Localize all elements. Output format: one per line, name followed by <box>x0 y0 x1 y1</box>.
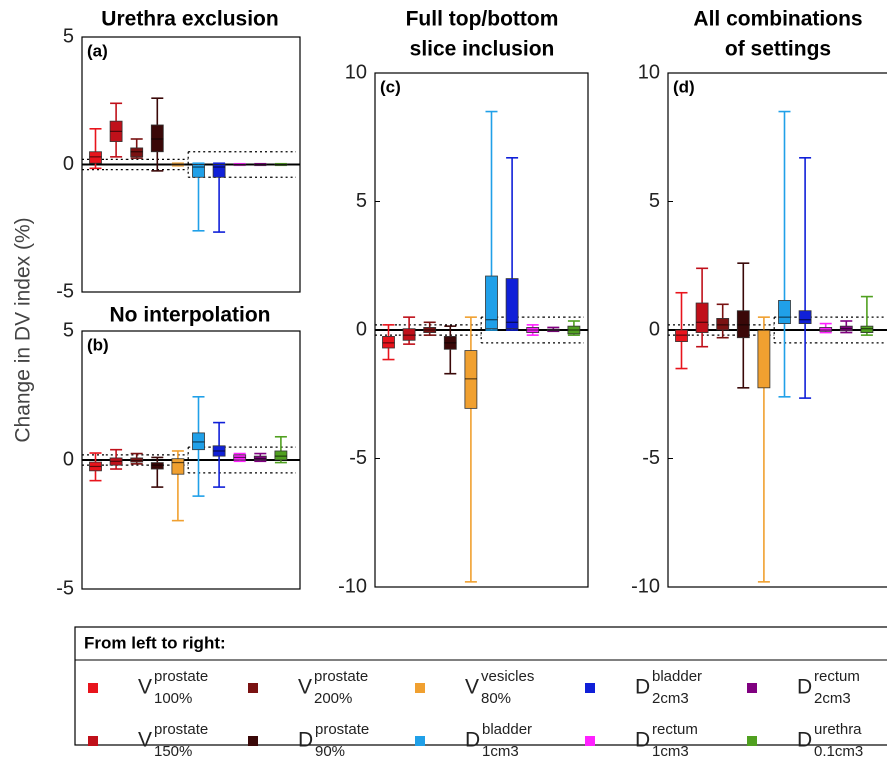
y-tick-label: 5 <box>63 319 74 341</box>
box <box>695 302 709 333</box>
y-tick-label: -5 <box>349 447 367 469</box>
y-tick-label: 0 <box>63 448 74 470</box>
box <box>150 462 164 470</box>
legend-base: D <box>298 729 313 752</box>
box <box>778 300 791 324</box>
y-axis-label: Change in DV index (%) <box>12 217 35 442</box>
y-tick-label: 0 <box>63 153 74 175</box>
y-tick-label: -5 <box>642 447 660 469</box>
panel-label: (a) <box>87 41 108 60</box>
panel-title: Urethra exclusion <box>101 8 278 31</box>
y-tick-label: 5 <box>649 190 660 212</box>
box <box>212 164 226 178</box>
box <box>192 164 205 178</box>
legend-sup: bladder <box>482 721 532 738</box>
legend-swatch <box>747 736 757 746</box>
legend-base: V <box>138 676 152 699</box>
legend-sup: prostate <box>154 668 208 685</box>
legend-sup: prostate <box>314 668 368 685</box>
legend-sup: prostate <box>315 721 369 738</box>
legend-base: V <box>465 676 479 699</box>
legend-sup: urethra <box>814 721 862 738</box>
y-tick-label: -5 <box>56 280 74 302</box>
panel-label: (c) <box>380 77 401 96</box>
panel-title: Full top/bottom <box>406 8 559 31</box>
legend-sub: 1cm3 <box>482 743 519 760</box>
box <box>402 328 416 341</box>
legend-sup: prostate <box>154 721 208 738</box>
legend-sub: 80% <box>481 690 511 707</box>
legend-sub: 2cm3 <box>814 690 851 707</box>
legend-swatch <box>88 683 98 693</box>
box <box>253 455 267 461</box>
panel-label: (b) <box>87 335 109 354</box>
legend-swatch <box>415 736 425 746</box>
legend-swatch <box>747 683 757 693</box>
panel-title: slice inclusion <box>410 38 555 61</box>
legend-sub: 200% <box>314 690 352 707</box>
y-tick-label: 0 <box>356 318 367 340</box>
y-tick-label: -10 <box>631 575 660 597</box>
y-tick-label: 5 <box>356 190 367 212</box>
legend-swatch <box>248 683 258 693</box>
box <box>675 329 688 342</box>
legend-swatch <box>248 736 258 746</box>
legend-swatch <box>415 683 425 693</box>
box <box>716 318 730 331</box>
legend-sup: bladder <box>652 668 702 685</box>
panel-title: All combinations <box>693 8 862 31</box>
box <box>819 327 833 332</box>
box <box>171 458 185 475</box>
box <box>757 329 771 389</box>
legend-sup: vesicles <box>481 668 534 685</box>
legend-base: D <box>635 676 650 699</box>
box <box>505 278 519 330</box>
box <box>860 325 874 333</box>
legend-base: D <box>797 676 812 699</box>
legend-base: V <box>138 729 152 752</box>
box <box>130 147 144 158</box>
box <box>274 450 288 461</box>
legend-sup: rectum <box>814 668 860 685</box>
legend-base: D <box>635 729 650 752</box>
y-tick-label: 10 <box>345 61 367 83</box>
panel-title: No interpolation <box>110 304 271 327</box>
box <box>798 310 812 324</box>
legend-sub: 100% <box>154 690 192 707</box>
y-tick-label: 0 <box>649 318 660 340</box>
legend-box <box>74 626 887 746</box>
legend-swatch <box>585 736 595 746</box>
legend-base: V <box>298 676 312 699</box>
panel-title: of settings <box>725 38 831 61</box>
y-tick-label: 5 <box>63 25 74 47</box>
box <box>192 432 205 451</box>
legend-sub: 90% <box>315 743 345 760</box>
legend-sup: rectum <box>652 721 698 738</box>
legend-sub: 150% <box>154 743 192 760</box>
y-tick-label: -10 <box>338 575 367 597</box>
legend-title: From left to right: <box>84 633 226 652</box>
y-tick-label: -5 <box>56 577 74 599</box>
box <box>736 310 750 339</box>
box <box>464 350 478 409</box>
box <box>382 336 395 349</box>
legend-swatch <box>585 683 595 693</box>
legend-swatch <box>88 736 98 746</box>
legend-sub: 0.1cm3 <box>814 743 863 760</box>
legend-base: D <box>465 729 480 752</box>
legend-base: D <box>797 729 812 752</box>
box <box>89 151 102 164</box>
panel-label: (d) <box>673 77 695 96</box>
y-tick-label: 10 <box>638 61 660 83</box>
legend-sub: 2cm3 <box>652 690 689 707</box>
box <box>150 124 164 153</box>
box <box>485 275 498 330</box>
legend-sub: 1cm3 <box>652 743 689 760</box>
